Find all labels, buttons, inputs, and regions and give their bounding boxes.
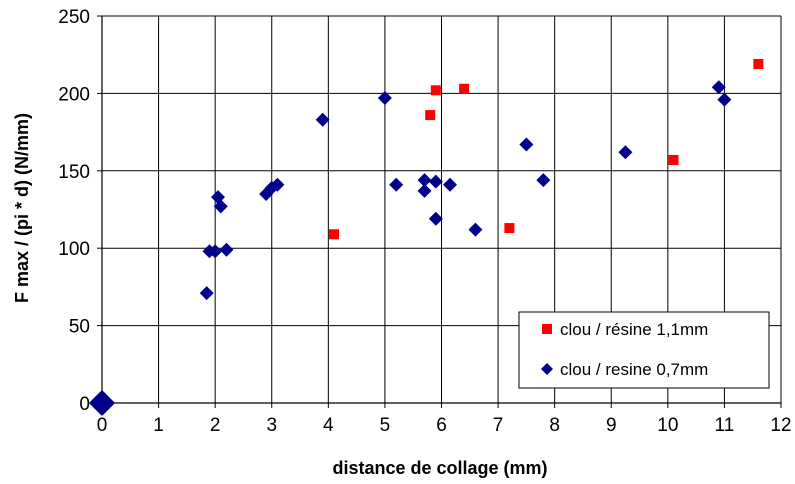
data-point-blue-diamond [315, 112, 330, 127]
x-tick-label: 7 [493, 415, 504, 436]
x-tick-label: 12 [770, 415, 791, 436]
data-point-blue-diamond [618, 145, 633, 160]
data-point-red-square [430, 85, 441, 96]
x-tick-label: 8 [549, 415, 560, 436]
legend-box [518, 311, 770, 389]
data-point-blue-diamond [377, 91, 392, 106]
data-point-blue-diamond [417, 183, 432, 198]
data-point-blue-diamond [199, 286, 214, 301]
axes [97, 15, 782, 408]
y-tick-label: 200 [58, 84, 90, 105]
data-point-blue-diamond [428, 211, 443, 226]
data-point-blue-diamond [468, 222, 483, 237]
data-point-blue-diamond [213, 199, 228, 214]
data-point-red-square [753, 58, 764, 69]
y-axis-title: F max / (pi * d) (N/mm) [12, 113, 32, 303]
data-point-blue-diamond [442, 177, 457, 192]
y-tick-label: 250 [58, 7, 90, 28]
legend-label-series-2: clou / resine 0,7mm [560, 360, 708, 379]
data-point-blue-diamond [536, 173, 551, 188]
data-point-blue-diamond [219, 242, 234, 257]
data-points [89, 58, 764, 416]
x-tick-label: 9 [606, 415, 617, 436]
x-tick-label: 6 [436, 415, 447, 436]
x-tick-label: 0 [97, 415, 108, 436]
data-point-red-square [328, 229, 339, 240]
data-point-red-square [459, 83, 470, 94]
legend-marker-red-square [542, 324, 552, 334]
data-point-blue-diamond [519, 137, 534, 152]
x-tick-label: 4 [323, 415, 334, 436]
x-tick-label: 10 [657, 415, 678, 436]
data-point-blue-diamond [428, 174, 443, 189]
data-point-blue-diamond [270, 177, 285, 192]
data-point-red-square [668, 154, 679, 165]
data-point-blue-diamond [89, 390, 115, 416]
legend-label-series-1: clou / résine 1,1mm [560, 320, 708, 339]
x-tick-label: 2 [210, 415, 221, 436]
data-point-red-square [425, 110, 436, 121]
legend-marker-blue-diamond [541, 363, 553, 375]
data-point-blue-diamond [417, 173, 432, 188]
x-tick-label: 1 [153, 415, 164, 436]
y-tick-label: 150 [58, 162, 90, 183]
y-tick-label: 50 [69, 317, 90, 338]
legend: clou / résine 1,1mm clou / resine 0,7mm [518, 311, 770, 389]
data-point-blue-diamond [389, 177, 404, 192]
data-point-blue-diamond [717, 92, 732, 107]
y-tick-label: 0 [79, 394, 90, 415]
data-point-red-square [504, 223, 515, 234]
y-tick-label: 100 [58, 239, 90, 260]
x-tick-label: 5 [380, 415, 391, 436]
x-tick-label: 3 [266, 415, 277, 436]
x-axis-title: distance de collage (mm) [332, 458, 547, 478]
data-point-blue-diamond [711, 80, 726, 95]
data-point-blue-diamond [208, 244, 223, 259]
x-tick-label: 11 [715, 415, 735, 436]
